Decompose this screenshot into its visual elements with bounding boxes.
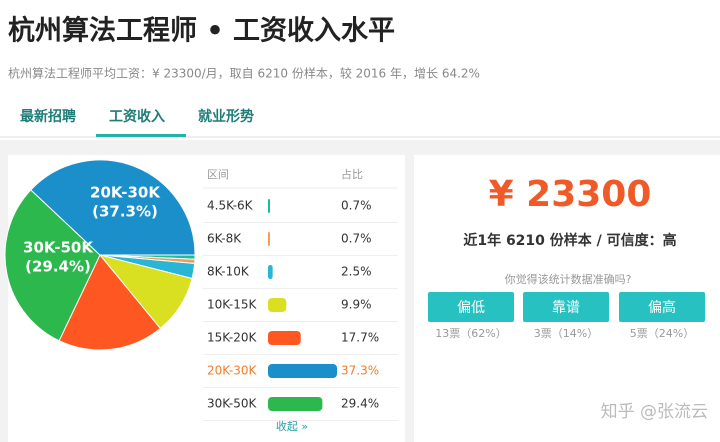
pie-label-name: 20K-30K bbox=[90, 184, 161, 202]
collapse-link[interactable]: 收起 » bbox=[276, 419, 308, 433]
distribution-table: 区间 占比 4.5K-6K 0.7% 6K-8K 0.7% 8K-10K 2.5% 10K-15… bbox=[203, 167, 398, 421]
salary: ¥ 23300 bbox=[489, 174, 652, 215]
share-label: 29.4% bbox=[341, 397, 379, 411]
tab-active[interactable]: 工资收入 bbox=[109, 108, 165, 125]
watermark: 知乎 @张流云 bbox=[601, 402, 708, 422]
tab[interactable]: 就业形势 bbox=[198, 108, 254, 125]
share-bar bbox=[268, 265, 273, 279]
share-label: 2.5% bbox=[341, 265, 372, 279]
vote-count: 5票（24%） bbox=[630, 327, 694, 340]
sample-detail: 近1年 6210 份样本 / 可信度：高 bbox=[463, 232, 676, 249]
page-title: 杭州算法工程师 • 工资收入水平 bbox=[8, 15, 395, 47]
pie-slice bbox=[58, 254, 162, 351]
range-label: 8K-10K bbox=[207, 265, 250, 279]
vote-button[interactable] bbox=[619, 292, 705, 322]
vote-count: 13票（62%） bbox=[435, 327, 506, 340]
column-header: 区间 bbox=[207, 168, 229, 181]
active-tab-bg bbox=[96, 100, 186, 137]
question: 你觉得该统计数据准确吗? bbox=[505, 272, 632, 286]
share-bar bbox=[268, 364, 338, 378]
share-bar bbox=[268, 298, 287, 312]
share-bar bbox=[268, 232, 270, 246]
tab[interactable]: 最新招聘 bbox=[20, 108, 76, 125]
column-header: 占比 bbox=[341, 167, 363, 181]
range-label: 4.5K-6K bbox=[207, 199, 254, 213]
range-label: 30K-50K bbox=[207, 397, 257, 411]
range-label: 20K-30K bbox=[207, 364, 257, 378]
share-bar bbox=[268, 331, 301, 345]
share-bar bbox=[268, 397, 323, 411]
share-bar bbox=[268, 199, 270, 213]
vote-buttons: 偏低 13票（62%） 靠谱 3票（14%） 偏高 5票（24%） bbox=[428, 292, 705, 340]
pie-label-value: (29.4%) bbox=[25, 258, 91, 276]
pie-slice bbox=[4, 189, 101, 342]
pie-chart: 30K-50K(29.4%) 20K-30K(37.3%) bbox=[4, 159, 196, 351]
range-label: 6K-8K bbox=[207, 232, 242, 246]
vote-button-label[interactable]: 偏低 bbox=[457, 300, 485, 316]
share-label: 0.7% bbox=[341, 199, 372, 213]
share-label: 17.7% bbox=[341, 331, 379, 345]
pie-label-value: (37.3%) bbox=[92, 203, 158, 221]
pie-slice bbox=[30, 159, 196, 256]
range-label: 15K-20K bbox=[207, 331, 257, 345]
share-label: 0.7% bbox=[341, 232, 372, 246]
share-label: 37.3% bbox=[341, 364, 379, 378]
vote-button[interactable] bbox=[523, 292, 609, 322]
vote-button[interactable] bbox=[428, 292, 514, 322]
vote-button-label[interactable]: 靠谱 bbox=[552, 300, 580, 316]
vote-count: 3票（14%） bbox=[534, 327, 598, 340]
tab-underline bbox=[96, 134, 186, 137]
range-label: 10K-15K bbox=[207, 298, 257, 312]
vote-button-label[interactable]: 偏高 bbox=[648, 299, 676, 316]
pie-label-name: 30K-50K bbox=[23, 239, 94, 257]
subtitle: 杭州算法工程师平均工资：¥ 23300/月，取自 6210 份样本，较 2016… bbox=[8, 66, 480, 81]
share-label: 9.9% bbox=[341, 298, 372, 312]
